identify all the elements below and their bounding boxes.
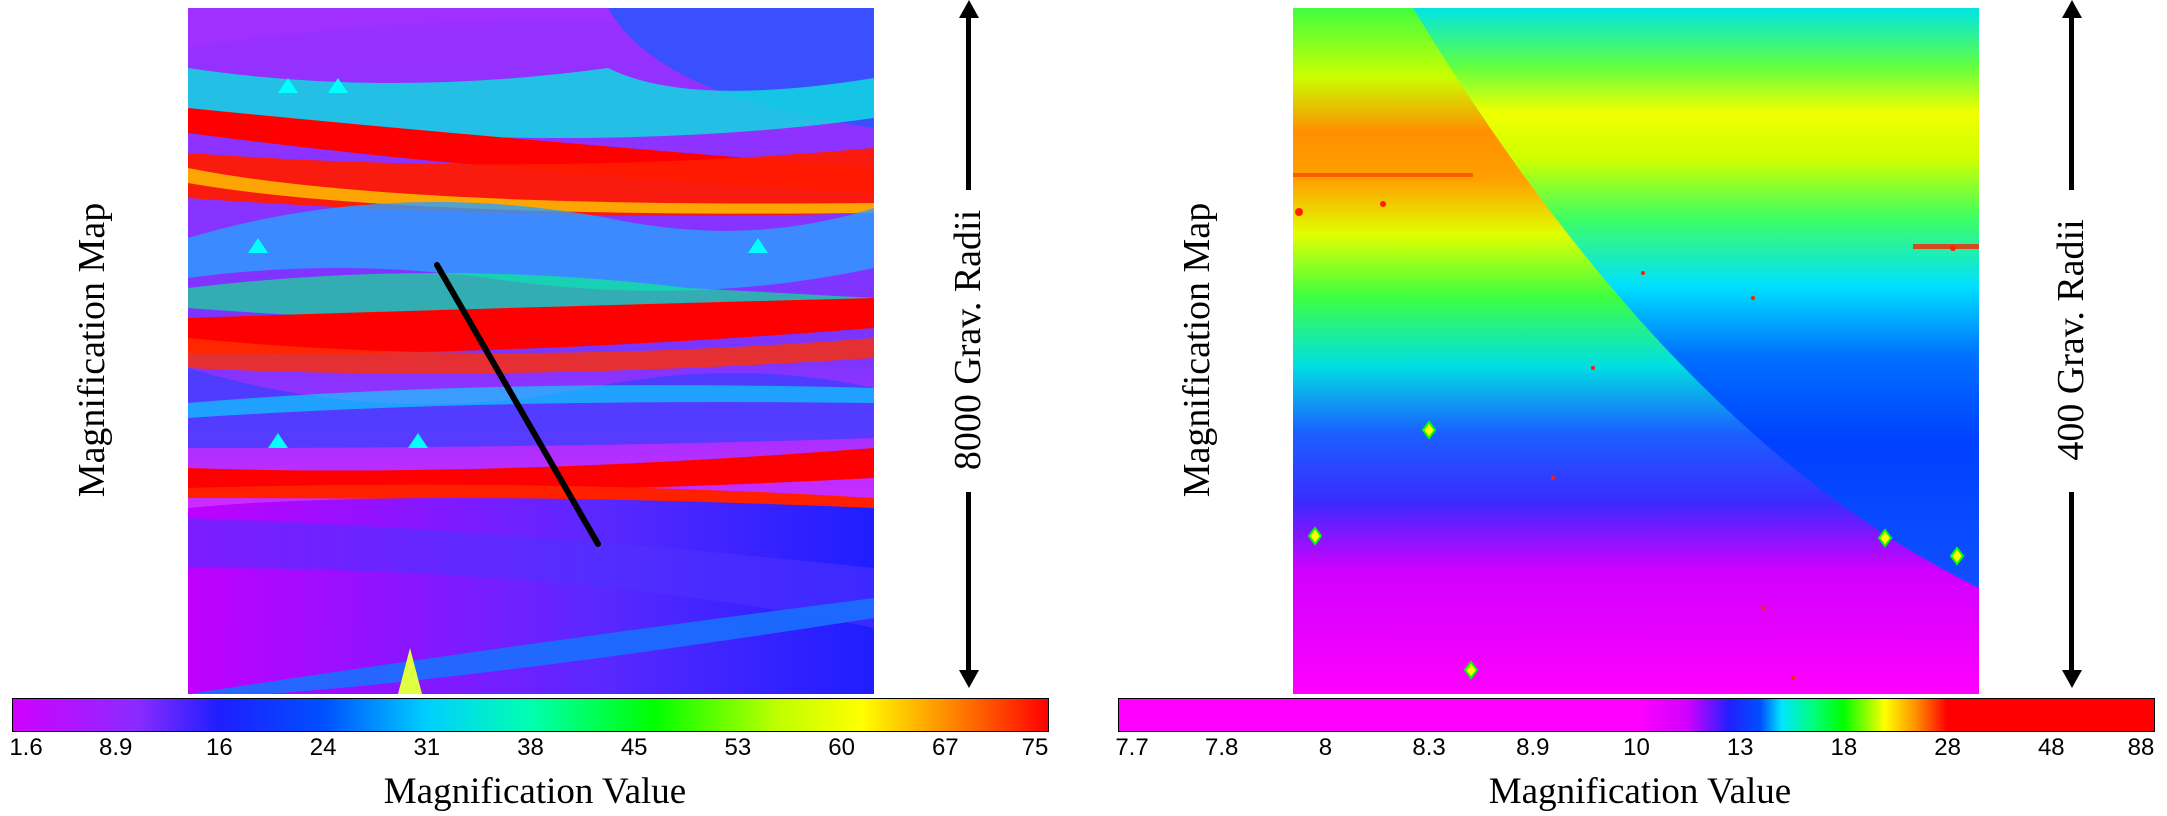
right-colorbar-ticks: 7.7 7.8 8 8.3 8.9 10 13 18 28 48 88 <box>1115 732 2155 772</box>
left-colorbar-title: Magnification Value <box>383 771 687 812</box>
right-scale-label: 400 Grav. Radii <box>2050 219 2092 461</box>
colorbar-tick-label: 8 <box>1318 734 1333 761</box>
colorbar-tick-label: 8.3 <box>1412 734 1446 761</box>
left-colorbar <box>12 698 1049 732</box>
right-arrow-top-shaft <box>2069 16 2074 190</box>
left-arrow-bottom-shaft <box>966 492 971 670</box>
colorbar-tick-label: 16 <box>206 734 233 761</box>
right-magnification-map <box>1293 8 1979 694</box>
right-map-image <box>1293 8 1979 694</box>
colorbar-tick-label: 53 <box>724 734 752 761</box>
colorbar-tick-label: 7.8 <box>1205 734 1239 761</box>
colorbar-tick-label: 48 <box>2037 734 2065 761</box>
colorbar-tick-label: 18 <box>1830 734 1858 761</box>
colorbar-tick-label: 8.9 <box>99 734 133 761</box>
left-magnification-map <box>188 8 874 694</box>
right-map-label: Magnification Map <box>1176 202 1218 498</box>
colorbar-tick-label: 13 <box>1726 734 1754 761</box>
colorbar-tick-label: 60 <box>828 734 855 761</box>
right-arrow-down-head <box>2062 670 2082 688</box>
colorbar-tick-label: 7.7 <box>1115 734 1149 761</box>
left-map-image <box>188 8 874 694</box>
left-scale-label: 8000 Grav. Radii <box>947 209 989 471</box>
colorbar-tick-label: 28 <box>1934 734 1961 761</box>
right-colorbar-title: Magnification Value <box>1488 771 1792 812</box>
colorbar-tick-label: 10 <box>1623 734 1650 761</box>
colorbar-tick-label: 67 <box>931 734 959 761</box>
right-arrow-up-head <box>2062 0 2082 18</box>
colorbar-tick-label: 31 <box>413 734 441 761</box>
left-colorbar-ticks: 1.6 8.9 16 24 31 38 45 53 60 67 75 <box>9 732 1049 772</box>
colorbar-tick-label: 8.9 <box>1516 734 1550 761</box>
right-colorbar <box>1118 698 2155 732</box>
colorbar-tick-label: 88 <box>2127 734 2155 761</box>
left-arrow-up-head <box>959 0 979 18</box>
right-arrow-bottom-shaft <box>2069 492 2074 670</box>
left-arrow-down-head <box>959 670 979 688</box>
colorbar-tick-label: 1.6 <box>9 734 43 761</box>
left-map-label: Magnification Map <box>71 202 113 498</box>
colorbar-tick-label: 45 <box>620 734 648 761</box>
left-arrow-top-shaft <box>966 16 971 190</box>
colorbar-tick-label: 38 <box>517 734 544 761</box>
colorbar-tick-label: 75 <box>1021 734 1049 761</box>
colorbar-tick-label: 24 <box>309 734 337 761</box>
